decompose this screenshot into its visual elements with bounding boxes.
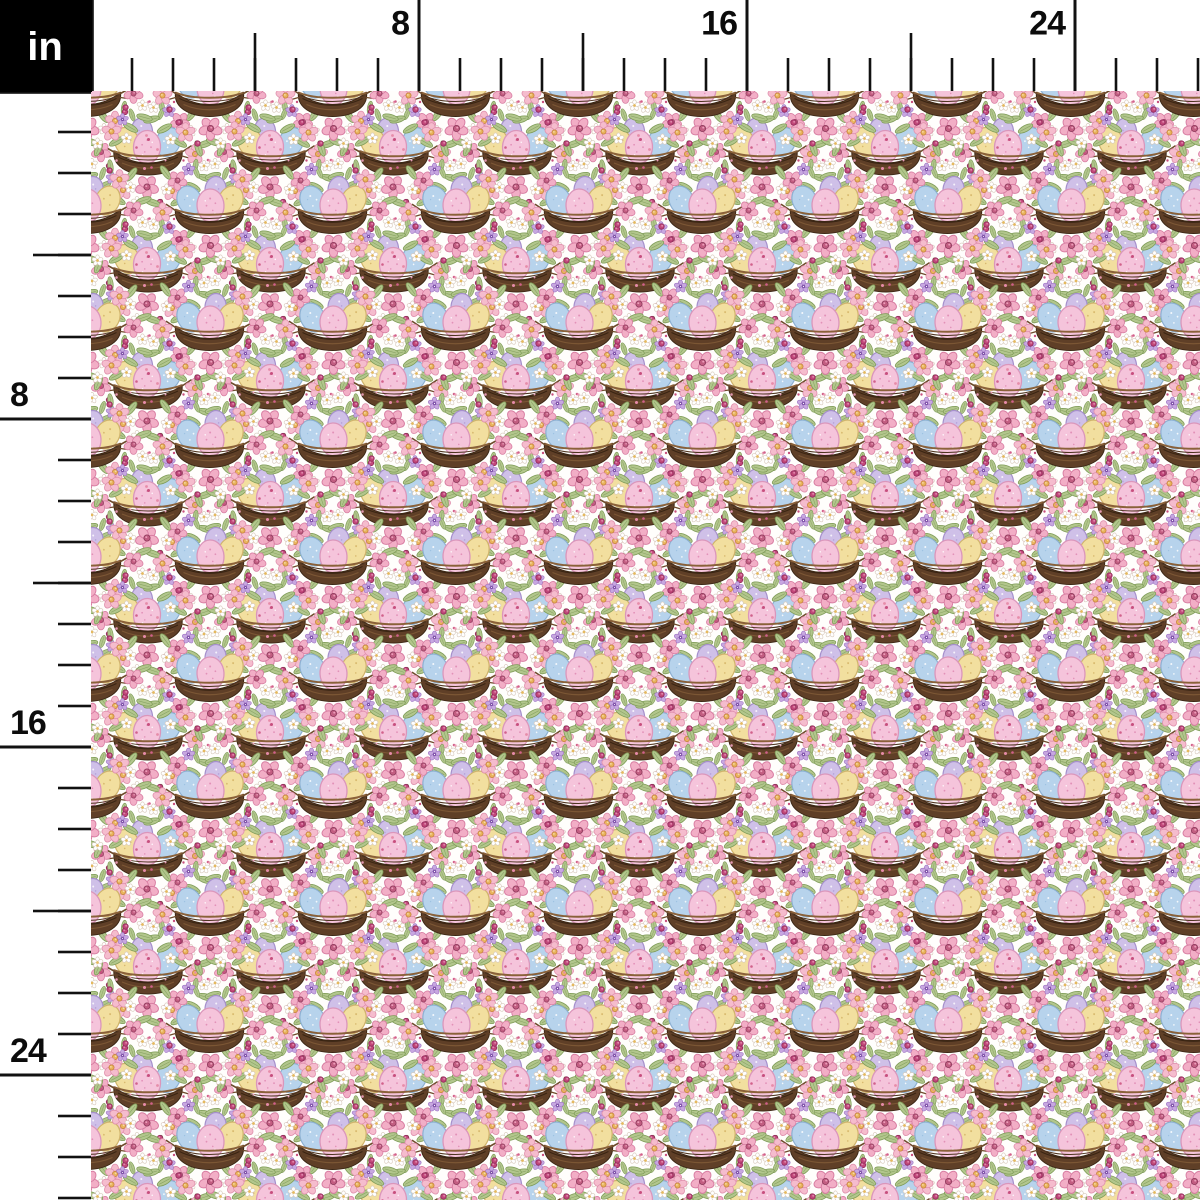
ruler-top-label-8: 8 bbox=[391, 5, 409, 43]
ruler-top-medium-ticks bbox=[253, 33, 913, 91]
unit-box: in bbox=[0, 0, 92, 92]
ruler-left-label-8: 8 bbox=[10, 376, 28, 414]
ruler-top-label-16: 16 bbox=[701, 5, 737, 43]
ruler-left-label-16: 16 bbox=[10, 704, 46, 742]
ruler-left-medium-ticks bbox=[33, 253, 91, 913]
fabric-pattern bbox=[91, 91, 1200, 1200]
ruler-top: 8 16 24 bbox=[91, 0, 1200, 91]
ruler-top-major-ticks bbox=[91, 0, 1077, 91]
ruler-left-major-ticks bbox=[0, 91, 91, 1077]
ruler-left-small-ticks bbox=[0, 93, 91, 1200]
ruler-left: 8 16 24 bbox=[0, 91, 91, 1200]
ruler-top-small-ticks bbox=[93, 0, 1200, 91]
unit-box-background bbox=[0, 0, 92, 92]
unit-label: in bbox=[27, 25, 63, 69]
fabric-swatch bbox=[91, 91, 1200, 1200]
ruler-left-label-24: 24 bbox=[10, 1032, 47, 1070]
ruler-top-label-24: 24 bbox=[1029, 5, 1066, 43]
